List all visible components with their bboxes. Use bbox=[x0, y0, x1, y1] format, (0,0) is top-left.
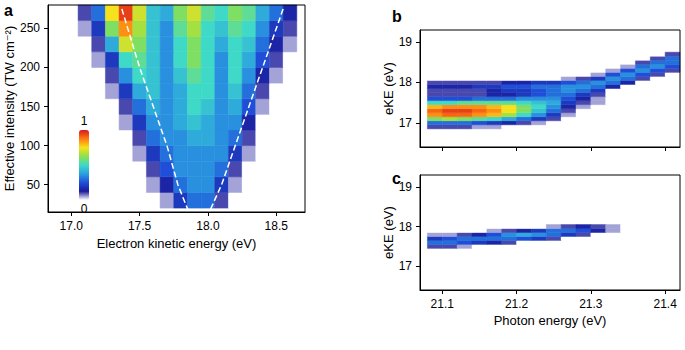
svg-text:19: 19 bbox=[398, 179, 412, 194]
svg-text:19: 19 bbox=[399, 35, 413, 49]
svg-text:17: 17 bbox=[399, 116, 413, 130]
svg-text:0: 0 bbox=[81, 202, 88, 216]
svg-text:Electron kinetic energy (eV): Electron kinetic energy (eV) bbox=[97, 236, 257, 251]
svg-text:200: 200 bbox=[20, 60, 40, 74]
svg-text:18: 18 bbox=[399, 220, 413, 234]
svg-text:100: 100 bbox=[20, 139, 40, 153]
svg-text:18.0: 18.0 bbox=[196, 219, 220, 233]
svg-text:50: 50 bbox=[27, 178, 41, 192]
svg-text:18.5: 18.5 bbox=[265, 219, 289, 233]
svg-text:17: 17 bbox=[399, 259, 413, 273]
svg-text:250: 250 bbox=[20, 21, 40, 35]
svg-text:Effective intensity (TW cm⁻²): Effective intensity (TW cm⁻²) bbox=[2, 26, 17, 192]
svg-text:eKE (eV): eKE (eV) bbox=[381, 62, 396, 115]
svg-text:b: b bbox=[392, 8, 402, 25]
svg-text:a: a bbox=[4, 2, 13, 19]
svg-text:18: 18 bbox=[399, 75, 413, 89]
svg-text:17.5: 17.5 bbox=[128, 219, 152, 233]
svg-text:1: 1 bbox=[81, 114, 88, 128]
svg-text:eKE (eV): eKE (eV) bbox=[381, 206, 396, 259]
svg-text:21.2: 21.2 bbox=[505, 297, 529, 311]
svg-text:150: 150 bbox=[20, 100, 40, 114]
svg-text:Photon energy (eV): Photon energy (eV) bbox=[494, 313, 607, 328]
svg-text:21.1: 21.1 bbox=[431, 297, 455, 311]
svg-text:21.3: 21.3 bbox=[579, 297, 603, 311]
svg-text:21.4: 21.4 bbox=[653, 297, 677, 311]
svg-text:17.0: 17.0 bbox=[60, 219, 84, 233]
svg-text:c: c bbox=[392, 170, 401, 187]
